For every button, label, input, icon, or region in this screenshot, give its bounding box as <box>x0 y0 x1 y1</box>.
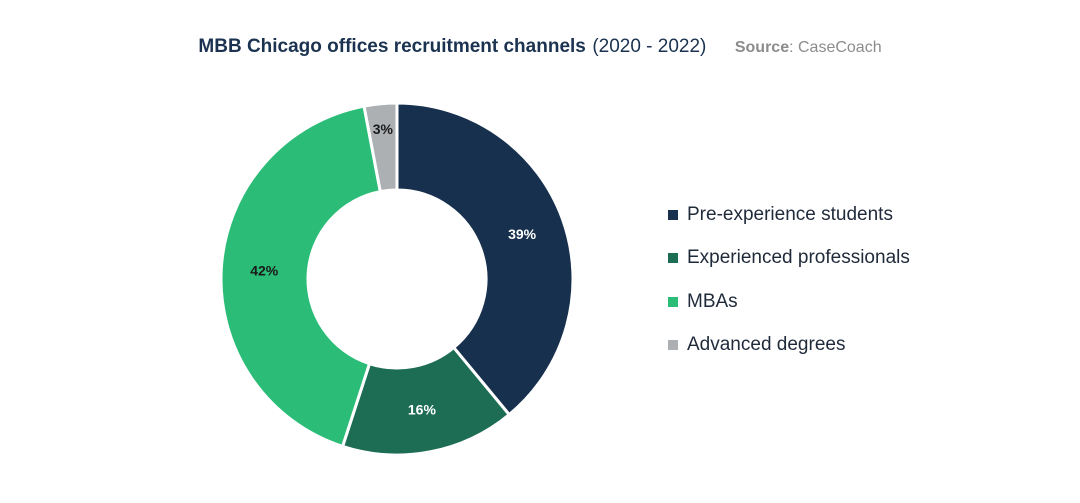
source-value: : CaseCoach <box>789 39 882 56</box>
legend-label: MBAs <box>687 290 738 312</box>
label-advanced: 3% <box>373 121 394 137</box>
chart-title: MBB Chicago offices recruitment channels <box>198 36 586 57</box>
label-experienced: 16% <box>408 402 437 418</box>
legend-item-pre-experience: Pre-experience students <box>668 193 910 237</box>
chart-title-years: (2020 - 2022) <box>592 36 707 57</box>
legend-label: Experienced professionals <box>687 247 910 269</box>
legend-swatch <box>668 253 678 264</box>
legend-label: Pre-experience students <box>687 203 893 225</box>
legend-swatch <box>668 209 678 220</box>
legend-item-advanced: Advanced degrees <box>668 324 910 368</box>
slice-advanced <box>362 101 399 194</box>
slice-pre-experience <box>395 101 575 417</box>
legend-swatch <box>668 296 678 307</box>
source-label: Source <box>734 39 790 56</box>
legend-swatch <box>668 340 678 351</box>
label-pre-experience: 39% <box>508 226 537 242</box>
chart-source: Source: CaseCoach <box>735 39 882 56</box>
slice-mbas <box>219 104 383 449</box>
legend-label: Advanced degrees <box>687 334 846 356</box>
legend-item-experienced: Experienced professionals <box>668 237 910 281</box>
legend-item-mbas: MBAs <box>668 280 910 324</box>
chart-legend: Pre-experience students Experienced prof… <box>668 193 910 367</box>
chart-header: MBB Chicago offices recruitment channels… <box>0 36 1080 58</box>
label-mbas: 42% <box>250 263 279 279</box>
slice-experienced <box>340 345 512 457</box>
